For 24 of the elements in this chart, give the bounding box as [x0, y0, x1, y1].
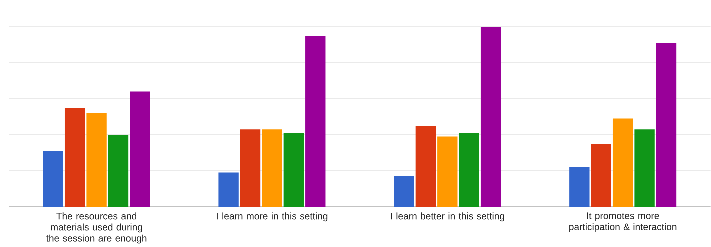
- bar: [480, 26, 502, 207]
- bar: [64, 108, 86, 207]
- bar: [240, 130, 261, 207]
- bar: [634, 130, 655, 207]
- bar: [394, 176, 414, 207]
- x-tick-label: I learn better in this setting: [391, 212, 504, 222]
- bar: [459, 133, 480, 207]
- bar: [86, 113, 107, 207]
- bar: [218, 172, 239, 207]
- x-tick-label: I learn more in this setting: [217, 212, 328, 222]
- x-tick-label: The resources and materials used during the session are enough: [46, 212, 147, 244]
- bar: [656, 43, 677, 207]
- bar: [262, 130, 282, 207]
- bar: [416, 126, 436, 207]
- bar: [130, 92, 150, 207]
- bar: [43, 151, 64, 207]
- bar: [438, 136, 458, 207]
- bar: [612, 118, 634, 207]
- bar: [591, 144, 612, 207]
- bar: [284, 133, 304, 207]
- bar: [306, 36, 326, 207]
- bar: [108, 134, 129, 207]
- x-tick-label: It promotes more participation & interaction: [570, 212, 677, 232]
- bar: [570, 167, 590, 207]
